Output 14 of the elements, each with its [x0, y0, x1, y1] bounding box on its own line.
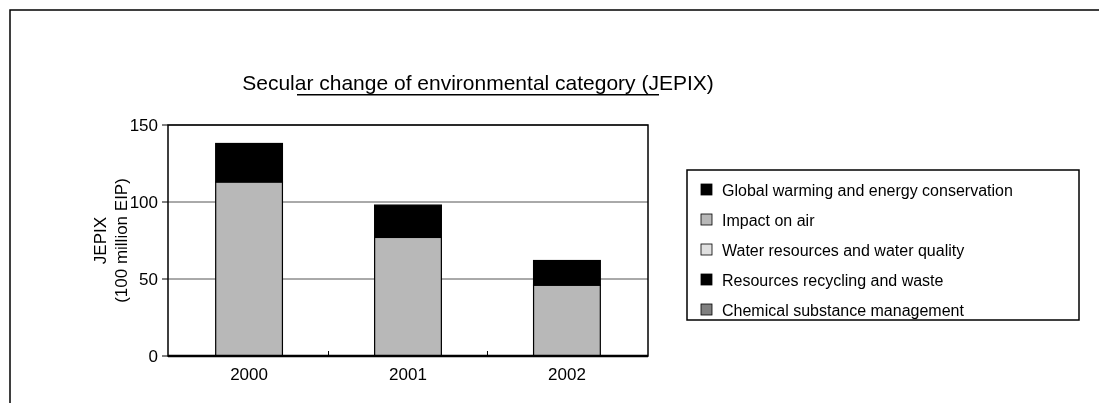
legend-label: Chemical substance management	[722, 301, 965, 319]
y-tick-label: 50	[139, 269, 158, 289]
legend-label: Water resources and water quality	[722, 241, 965, 259]
y-tick-label: 150	[129, 115, 158, 135]
legend-label: Resources recycling and waste	[722, 271, 944, 289]
y-tick-label: 100	[129, 192, 158, 212]
y-tick-label: 0	[148, 346, 158, 366]
chart-title: Secular change of environmental category (JEPIX)	[242, 71, 714, 94]
y-axis-title: JEPIX (100 million EIP)	[91, 178, 131, 303]
x-tick-label: 2001	[389, 365, 427, 384]
x-tick-label: 2002	[548, 365, 586, 384]
legend-label: Global warming and energy conservation	[722, 181, 1013, 199]
x-tick-label: 2000	[230, 365, 268, 384]
legend-label: Impact on air	[722, 211, 816, 229]
